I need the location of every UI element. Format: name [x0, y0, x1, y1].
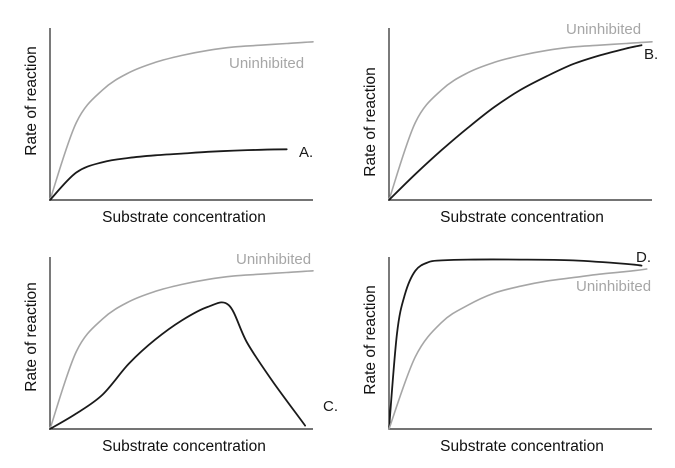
- panel-2-xlabel: Substrate concentration: [440, 209, 604, 226]
- panel-2-uninhibited-label: Uninhibited: [566, 21, 641, 38]
- panel-3-axes: [49, 257, 313, 430]
- panel-1-ylabel: Rate of reaction: [23, 46, 40, 155]
- panel-4-uninhibited-label: Uninhibited: [576, 278, 651, 295]
- panel-1-a-line: [49, 148, 288, 201]
- panel-1-a-label: A.: [299, 144, 313, 161]
- panel-4-d-label: D.: [636, 249, 651, 266]
- panel-1-uninhibited-line: [49, 41, 314, 201]
- panel-1: Substrate concentration Rate of reaction…: [23, 28, 314, 226]
- panel-2-ylabel: Rate of reaction: [362, 67, 379, 176]
- panel-4-xlabel: Substrate concentration: [440, 438, 604, 455]
- panel-3-c-line: [49, 301, 306, 430]
- panel-2-b-label: B.: [644, 46, 658, 63]
- panel-2-b-line: [388, 44, 643, 201]
- panel-3-uninhibited-line: [49, 270, 314, 430]
- panel-2: Substrate concentration Rate of reaction…: [362, 21, 658, 226]
- panel-1-axes: [49, 28, 313, 201]
- panel-3-uninhibited-label: Uninhibited: [236, 251, 311, 268]
- panel-4-d-line: [388, 258, 643, 430]
- panel-4-ylabel: Rate of reaction: [362, 285, 379, 394]
- panel-3-c-label: C.: [323, 398, 338, 415]
- panel-3-xlabel: Substrate concentration: [102, 438, 266, 455]
- panel-4: Substrate concentration Rate of reaction…: [362, 249, 652, 455]
- panel-2-uninhibited-line: [388, 41, 653, 201]
- panel-3-ylabel: Rate of reaction: [23, 282, 40, 391]
- panel-1-xlabel: Substrate concentration: [102, 209, 266, 226]
- panel-3: Substrate concentration Rate of reaction…: [23, 251, 338, 455]
- panel-4-uninhibited-line: [388, 268, 648, 430]
- panel-2-axes: [388, 28, 652, 201]
- panel-1-uninhibited-label: Uninhibited: [229, 55, 304, 72]
